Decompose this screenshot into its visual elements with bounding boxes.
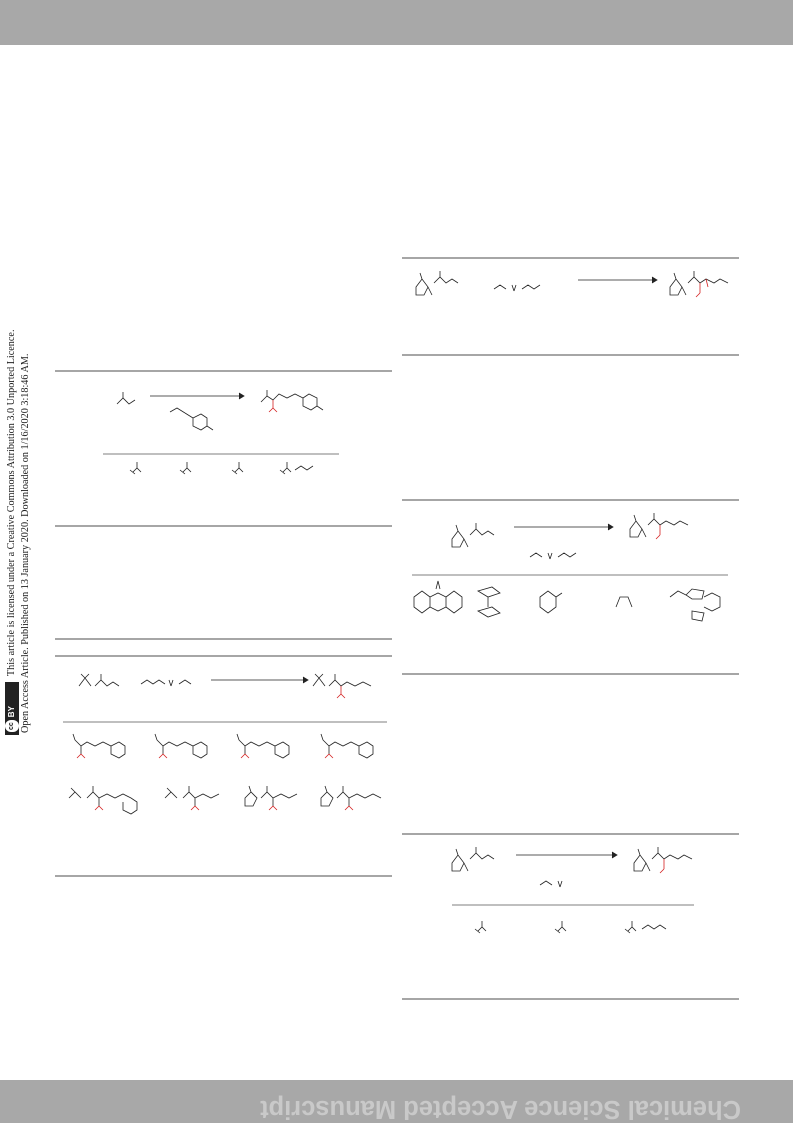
- scheme-5-top-rule: [402, 833, 739, 835]
- scheme-1-top-rule: [55, 370, 392, 372]
- reactant-amide: [415, 271, 459, 296]
- product: [629, 513, 689, 540]
- scheme-3-bottom-rule: [402, 354, 739, 356]
- scheme-2-top-rule-a: [55, 638, 392, 640]
- header-band: [0, 0, 793, 45]
- product-row-1: [72, 733, 374, 759]
- sidebar-publication-text: Open Access Article. Published on 13 Jan…: [20, 353, 31, 733]
- reagent: [140, 679, 192, 687]
- reagent: [539, 880, 563, 888]
- sidebar-line-2-row: cc BY This article is licensed under a C…: [5, 329, 19, 735]
- scheme-4-reaction: [412, 513, 728, 622]
- reagent: [529, 552, 577, 560]
- product: [260, 390, 324, 413]
- reactant-styrene: [169, 407, 214, 431]
- product: [312, 673, 372, 699]
- scheme-1-reaction: [103, 390, 339, 475]
- scheme-2-bottom-rule: [55, 875, 392, 877]
- scheme-4-bottom-rule: [402, 673, 739, 675]
- scheme-2-reaction: [63, 673, 387, 815]
- reaction-arrow: [514, 523, 614, 531]
- by-icon: BY: [7, 706, 16, 718]
- license-badge[interactable]: cc BY: [5, 682, 19, 735]
- reactant-amide: [78, 673, 120, 687]
- reactant-amide: [116, 392, 136, 405]
- watermark-text: Chemical Science Accepted Manuscript: [260, 1095, 741, 1123]
- reaction-arrow: [150, 392, 245, 400]
- reactant-amide: [451, 847, 495, 872]
- reaction-arrow: [578, 276, 658, 284]
- scheme-5-bottom-rule: [402, 998, 739, 1000]
- reaction-arrow: [211, 676, 309, 684]
- scheme-5-reaction: [451, 847, 694, 934]
- substrate-row: [129, 462, 314, 475]
- scheme-3-top-rule: [402, 257, 739, 259]
- sidebar-line-1-row: Open Access Article. Published on 13 Jan…: [19, 330, 33, 736]
- substrate-row: [474, 921, 667, 934]
- ligand-row: [413, 580, 721, 622]
- scheme-1-bottom-rule: [55, 525, 392, 527]
- product: [633, 847, 693, 874]
- product-row-2: [68, 785, 382, 815]
- reaction-arrow: [516, 851, 618, 859]
- footer-band: [0, 1080, 793, 1123]
- cc-icon: cc: [5, 720, 19, 732]
- product: [669, 271, 729, 298]
- scheme-4-top-rule: [402, 499, 739, 501]
- reactant-amide: [451, 523, 495, 548]
- sidebar-license-text: This article is licensed under a Creativ…: [6, 329, 17, 677]
- reagent: [493, 284, 541, 292]
- scheme-2-top-rule-b: [55, 655, 392, 657]
- scheme-3-reaction: [415, 271, 729, 298]
